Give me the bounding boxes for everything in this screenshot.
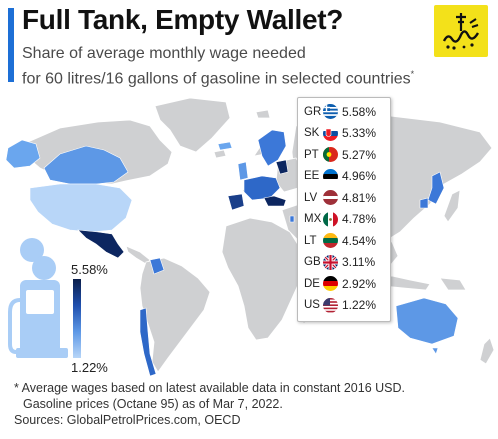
greece-turkey-shape	[263, 195, 287, 207]
legend-value: 4.96%	[342, 169, 377, 184]
baltics-shape	[275, 159, 289, 175]
legend-row-slovakia: SK 5.33%	[304, 123, 386, 145]
alaska-shape	[5, 139, 41, 169]
publisher-logo-icon	[434, 5, 488, 57]
scale-max-label: 5.58%	[71, 262, 108, 277]
norway-sweden-finland-shape	[257, 129, 287, 167]
uk-flag-icon	[323, 254, 338, 270]
legend-row-estonia: EE 4.96%	[304, 166, 386, 188]
legend-row-germany: DE 2.92%	[304, 273, 386, 295]
legend-code: US	[304, 299, 320, 312]
uk-ireland-shape	[237, 161, 249, 181]
canada-oecd-shape	[43, 145, 129, 185]
portugal-flag-icon	[323, 147, 338, 163]
legend-code: SK	[304, 127, 320, 140]
legend-code: LT	[304, 234, 317, 247]
legend-value: 4.54%	[342, 233, 377, 248]
legend-value: 5.58%	[342, 104, 377, 119]
subtitle-line-1: Share of average monthly wage needed	[22, 45, 306, 62]
greenland-shape	[154, 97, 231, 153]
svalbard-shape	[255, 109, 271, 119]
israel-shape	[289, 215, 295, 223]
latvia-flag-icon	[323, 190, 338, 206]
legend-row-latvia: LV 4.81%	[304, 187, 386, 209]
lithuania-flag-icon	[323, 233, 338, 249]
new-zealand-shape	[479, 337, 495, 365]
legend-value: 1.22%	[342, 298, 377, 313]
colombia-shape	[149, 257, 165, 275]
legend-code: GR	[304, 105, 322, 118]
legend-row-lithuania: LT 4.54%	[304, 230, 386, 252]
legend-row-uk: GB 3.11%	[304, 252, 386, 274]
legend-row-portugal: PT 5.27%	[304, 144, 386, 166]
legend-code: LV	[304, 191, 318, 204]
japan-shape	[443, 189, 461, 223]
accent-bar	[8, 8, 14, 82]
legend-value: 5.33%	[342, 126, 377, 141]
gas-pump-icon	[8, 238, 68, 358]
legend-value: 4.81%	[342, 190, 377, 205]
mexico-flag-icon	[323, 211, 338, 227]
legend-code: EE	[304, 170, 320, 183]
country-legend: GR 5.58% SK 5.33% PT 5.27% EE 4.96% LV 4…	[297, 97, 391, 322]
south-america-shape	[139, 257, 211, 373]
sources-line: Sources: GlobalPetrolPrices.com, OECD	[14, 413, 241, 427]
iceland-oecd-shape	[217, 141, 233, 151]
legend-code: MX	[304, 213, 322, 226]
page-title: Full Tank, Empty Wallet?	[22, 4, 344, 35]
legend-code: DE	[304, 277, 320, 290]
legend-value: 4.78%	[342, 212, 377, 227]
footnote-line-1: * Average wages based on latest availabl…	[14, 381, 406, 395]
footnote-line-2: Gasoline prices (Octane 95) as of Mar 7,…	[23, 397, 283, 411]
legend-row-greece: GR 5.58%	[304, 101, 386, 123]
australia-shape	[395, 297, 459, 345]
legend-row-us: US 1.22%	[304, 295, 386, 317]
estonia-flag-icon	[323, 168, 338, 184]
footnote: * Average wages based on latest availabl…	[14, 380, 405, 428]
japan-oecd-shape	[427, 171, 445, 205]
legend-value: 2.92%	[342, 276, 377, 291]
usa-shape	[29, 183, 133, 233]
legend-code: PT	[304, 148, 319, 161]
iberia-shape	[227, 193, 245, 211]
legend-code: GB	[304, 256, 321, 269]
legend-value: 3.11%	[342, 255, 376, 270]
us-flag-icon	[323, 297, 338, 313]
new-guinea-shape	[439, 277, 467, 291]
slovakia-flag-icon	[323, 125, 338, 141]
subtitle-footnote-mark: *	[410, 69, 415, 79]
subtitle-line-2: for 60 litres/16 gallons of gasoline in …	[22, 70, 411, 88]
legend-value: 5.27%	[342, 147, 377, 162]
africa-shape	[221, 217, 311, 341]
color-scale-bar	[73, 279, 81, 358]
mexico-shape	[77, 229, 125, 259]
germany-flag-icon	[323, 276, 338, 292]
scale-min-label: 1.22%	[71, 360, 108, 375]
subtitle: Share of average monthly wage needed for…	[22, 44, 442, 89]
tasmania-shape	[431, 347, 439, 355]
greece-flag-icon	[323, 104, 338, 120]
selected-countries	[5, 129, 459, 377]
iceland-shape	[213, 149, 227, 159]
chile-shape	[139, 307, 157, 377]
central-america-shape	[125, 245, 151, 265]
korea-shape	[419, 197, 429, 209]
legend-row-mexico: MX 4.78%	[304, 209, 386, 231]
western-europe-shape	[243, 175, 281, 201]
